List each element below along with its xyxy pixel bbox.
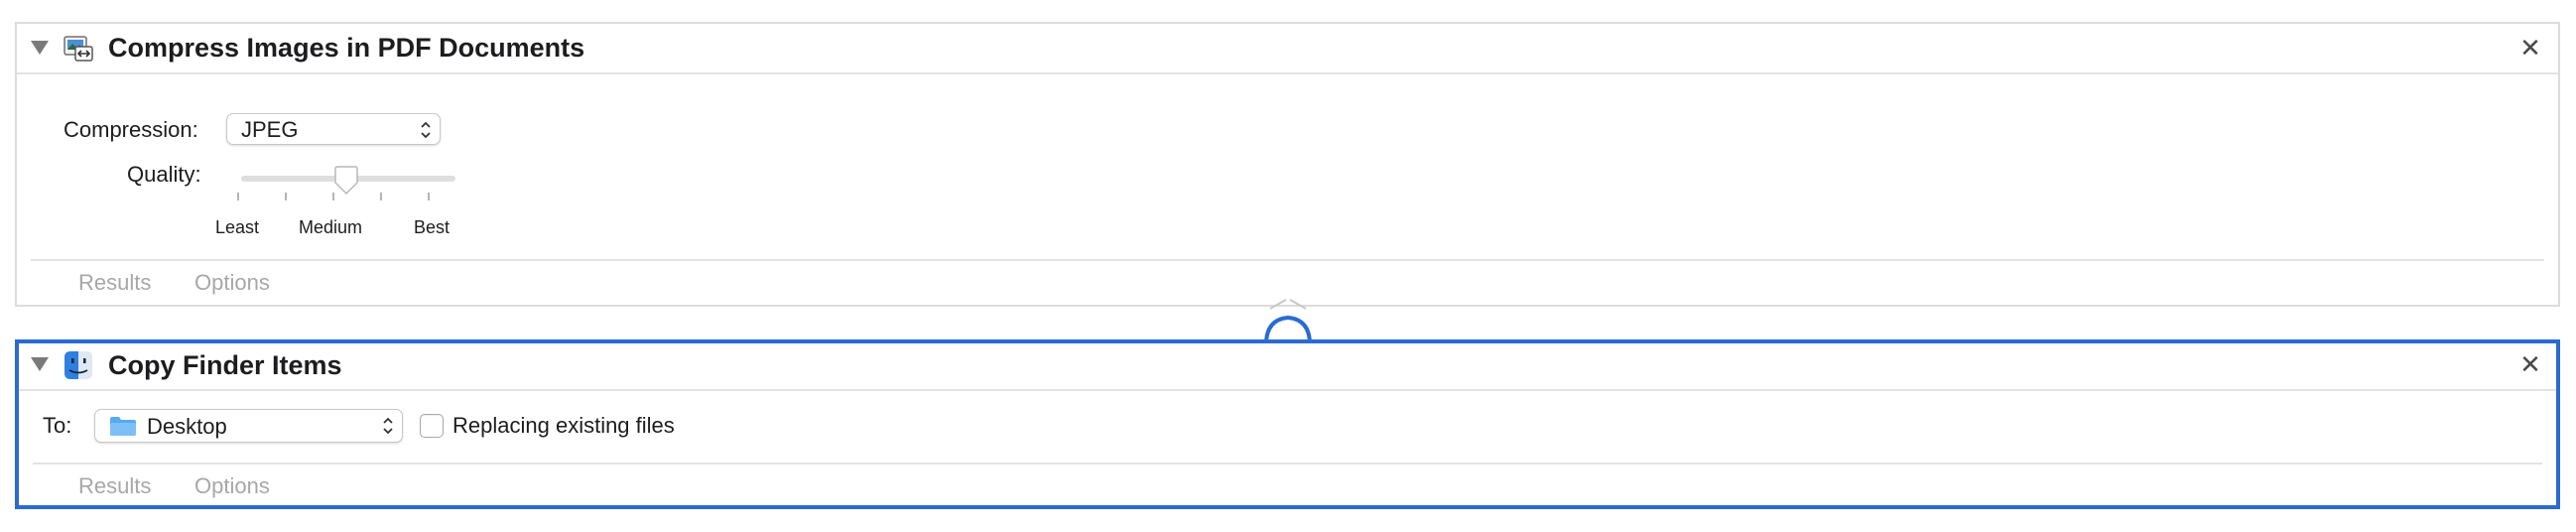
compression-value: JPEG <box>241 117 299 142</box>
tick-label-best: Best <box>414 217 451 237</box>
quality-slider-thumb[interactable] <box>332 166 360 196</box>
tick-label-least: Least <box>215 217 260 237</box>
action-compress-images[interactable]: Compress Images in PDF Documents ✕ Compr… <box>15 22 2560 307</box>
folder-icon <box>110 417 136 436</box>
slider-tick <box>428 193 430 200</box>
action-connector <box>1264 299 1312 345</box>
results-tab[interactable]: Results <box>78 473 152 498</box>
close-icon[interactable]: ✕ <box>2519 33 2541 63</box>
close-icon[interactable]: ✕ <box>2519 349 2541 379</box>
replacing-existing-files-checkbox[interactable] <box>420 414 444 438</box>
to-label: To: <box>43 413 72 438</box>
finder-icon <box>64 351 92 379</box>
action-header: Copy Finder Items ✕ <box>19 343 2556 391</box>
compression-label: Compression: <box>64 117 198 142</box>
options-tab[interactable]: Options <box>194 270 270 295</box>
slider-tick <box>380 193 382 200</box>
action-title: Copy Finder Items <box>108 350 342 380</box>
up-down-chevron-icon <box>383 417 393 435</box>
slider-tick <box>285 193 287 200</box>
replacing-existing-files-label: Replacing existing files <box>452 413 675 438</box>
slider-tick <box>237 193 239 200</box>
footer-divider <box>31 259 2544 261</box>
footer-divider <box>33 463 2542 465</box>
tick-label-medium: Medium <box>299 217 363 237</box>
action-copy-finder-items[interactable]: Copy Finder Items ✕ To: Desktop Replacin… <box>15 339 2560 509</box>
disclosure-triangle-icon[interactable] <box>31 357 49 371</box>
destination-popup[interactable]: Desktop <box>94 409 403 443</box>
action-title: Compress Images in PDF Documents <box>108 33 585 63</box>
results-tab[interactable]: Results <box>78 270 152 295</box>
destination-value: Desktop <box>147 414 227 439</box>
quality-label: Quality: <box>127 162 201 187</box>
compression-popup[interactable]: JPEG <box>226 113 441 145</box>
action-header: Compress Images in PDF Documents ✕ <box>17 24 2558 74</box>
up-down-chevron-icon <box>421 121 431 139</box>
compress-pdf-images-icon <box>64 36 93 62</box>
slider-tick <box>332 193 334 200</box>
disclosure-triangle-icon[interactable] <box>31 41 49 55</box>
options-tab[interactable]: Options <box>194 473 270 498</box>
